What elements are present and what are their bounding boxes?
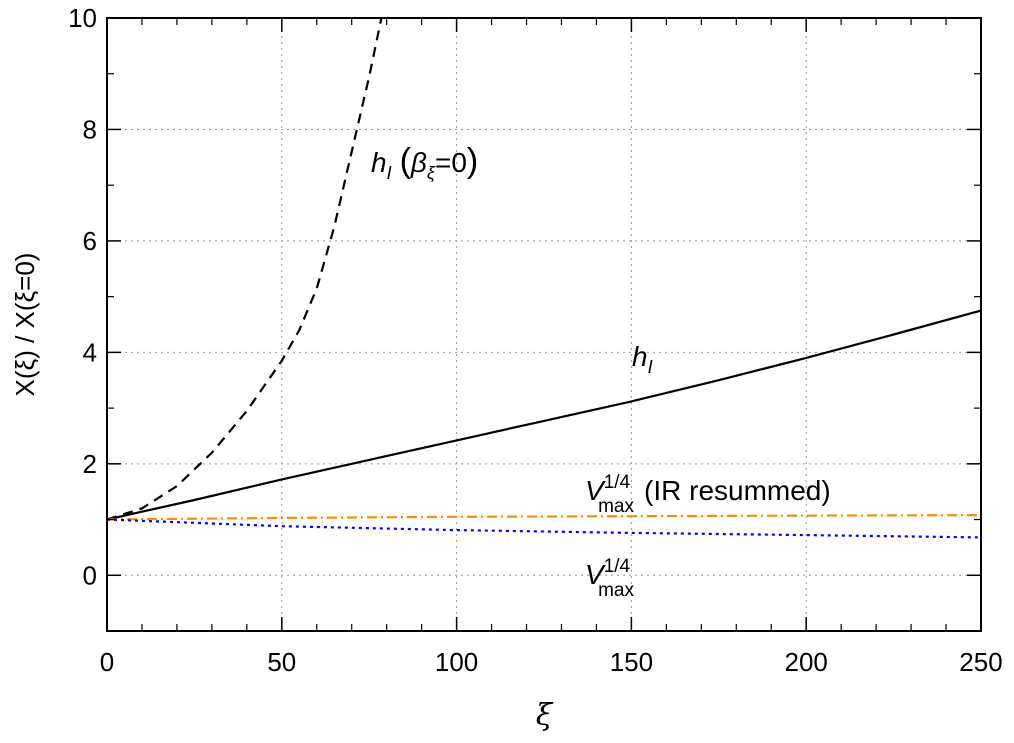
y-tick-label: 4 [83,337,97,367]
series-layer [106,17,982,539]
grid [107,18,981,631]
y-tick-label: 0 [83,560,97,590]
x-axis-title: ξ [536,698,554,733]
annotation-hI-beta0: hI (βξ=0) [371,142,478,183]
y-tick-label: 2 [83,449,97,479]
x-tick-label: 200 [785,647,828,677]
x-tick-label: 100 [435,647,478,677]
y-axis-title: X(ξ) / X(ξ=0) [10,253,40,397]
annotation-vmax-ir: V1/4 max(IR resummed) [585,472,831,517]
y-tick-label: 8 [83,114,97,144]
plot-frame [106,17,982,632]
ticks: 0 50 100 150 200 250 0 2 4 6 8 10 [68,3,1003,677]
annotation-vmax: V1/4 max [585,556,635,601]
x-tick-label: 0 [100,647,114,677]
x-tick-label: 50 [267,647,296,677]
series-line-Vmax_IR [106,513,982,521]
series-line-hI_beta0 [106,17,383,521]
y-tick-label: 10 [68,3,97,33]
series-line-Vmax [106,518,982,539]
y-tick-label: 6 [83,226,97,256]
x-tick-label: 250 [959,647,1002,677]
annotation-hI: hI [632,341,653,377]
series-line-hI [106,309,982,521]
x-tick-label: 150 [610,647,653,677]
